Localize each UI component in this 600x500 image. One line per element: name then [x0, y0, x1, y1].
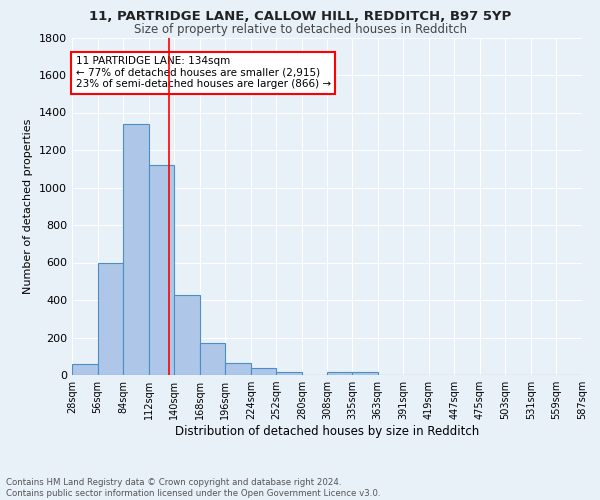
Text: 11 PARTRIDGE LANE: 134sqm
← 77% of detached houses are smaller (2,915)
23% of se: 11 PARTRIDGE LANE: 134sqm ← 77% of detac… — [76, 56, 331, 90]
Bar — [72, 364, 98, 375]
Bar — [352, 372, 377, 375]
Text: 11, PARTRIDGE LANE, CALLOW HILL, REDDITCH, B97 5YP: 11, PARTRIDGE LANE, CALLOW HILL, REDDITC… — [89, 10, 511, 23]
Bar — [123, 124, 149, 375]
Bar — [251, 368, 277, 375]
X-axis label: Distribution of detached houses by size in Redditch: Distribution of detached houses by size … — [175, 425, 479, 438]
Bar — [174, 296, 200, 375]
Bar — [328, 372, 353, 375]
Bar — [98, 262, 123, 375]
Y-axis label: Number of detached properties: Number of detached properties — [23, 118, 34, 294]
Bar — [277, 372, 302, 375]
Bar — [149, 165, 174, 375]
Bar — [200, 343, 225, 375]
Text: Size of property relative to detached houses in Redditch: Size of property relative to detached ho… — [133, 22, 467, 36]
Text: Contains HM Land Registry data © Crown copyright and database right 2024.
Contai: Contains HM Land Registry data © Crown c… — [6, 478, 380, 498]
Bar — [225, 363, 251, 375]
